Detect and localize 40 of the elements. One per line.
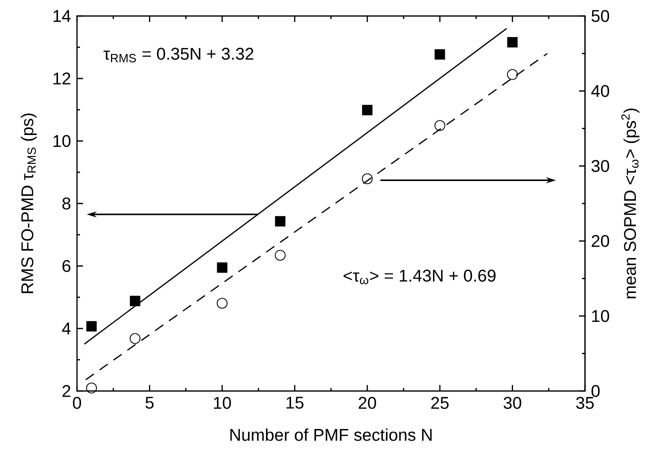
y-tick-label: 2 [62, 385, 70, 397]
point [275, 216, 286, 227]
x-tick-label: 30 [504, 396, 522, 409]
annotation: <τ$_{ω}$> = 1.43N + 0.69 [344, 270, 496, 284]
y-tick-label: 6 [62, 260, 70, 272]
point [362, 104, 372, 116]
y2-tick-label: 40 [591, 84, 610, 98]
y-tick-label: 4 [62, 322, 71, 334]
annotation: τ$_{RMS}$ = 0.35N + 3.32 [104, 48, 254, 62]
x-tick-label: 5 [146, 396, 154, 409]
x-tick-label: 25 [431, 396, 449, 409]
y2-tick-label: 20 [592, 234, 610, 248]
x-tick-label: 35 [576, 396, 594, 409]
point [434, 120, 446, 131]
y2-tick-label: 10 [592, 310, 610, 322]
x-tick-label: 15 [286, 396, 304, 409]
y-tick-label: 10 [54, 134, 70, 148]
x-tick-label: 0 [72, 396, 82, 409]
point [362, 173, 373, 184]
point [434, 49, 446, 60]
point [507, 69, 518, 80]
y-tick-label: 14 [54, 10, 71, 22]
point [216, 298, 228, 309]
point [130, 296, 140, 306]
y-tick-label: 12 [54, 72, 70, 84]
y-tick-label: 8 [62, 197, 70, 210]
point [274, 250, 286, 261]
x-tick-label: 10 [214, 396, 231, 409]
point [130, 333, 140, 344]
point [216, 262, 228, 273]
point [86, 382, 97, 394]
y2-tick-label: 30 [592, 160, 610, 172]
y2-tick-label: 50 [592, 10, 610, 22]
y-axis-title: RMS FO-PMD τ$_{RMS}$ (ps) [20, 114, 37, 294]
x-axis-title: Number of PMF sections N [230, 428, 432, 441]
x-tick-label: 20 [358, 396, 376, 409]
point [86, 321, 97, 332]
y2-axis-title: mean SOPMD <τ$_{ω}$> (ps$^{2}$) [621, 108, 640, 298]
y2-tick-label: 0 [592, 384, 600, 398]
point [507, 37, 518, 48]
